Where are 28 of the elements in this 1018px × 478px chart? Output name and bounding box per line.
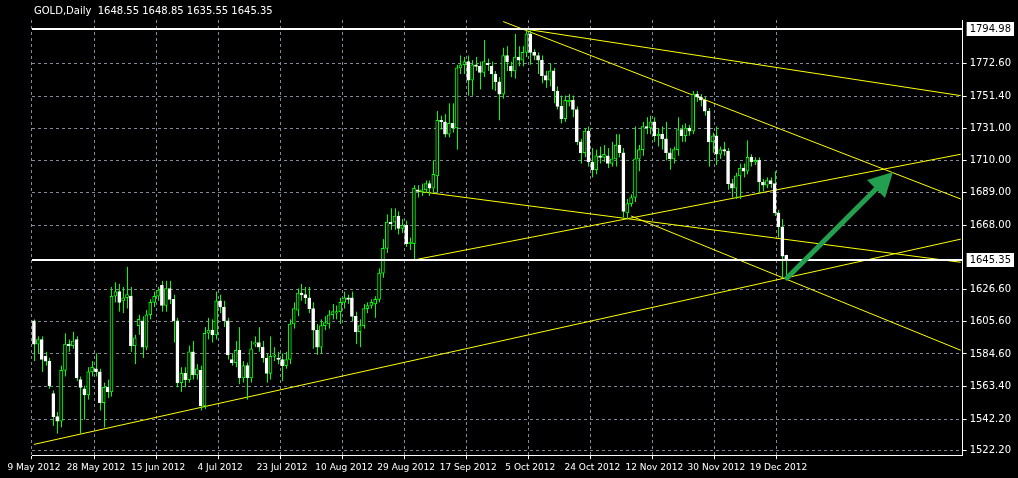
x-tick-label: 17 Sep 2012	[439, 461, 497, 472]
y-tick-label: 1542.20	[969, 412, 1012, 424]
y-tick-label: 1751.40	[969, 90, 1012, 102]
x-tick-label: 10 Aug 2012	[315, 461, 373, 472]
y-tick-label: 1689.00	[969, 186, 1012, 198]
x-tick-label: 24 Oct 2012	[564, 461, 621, 472]
y-tick-label: 1772.60	[969, 57, 1012, 69]
x-tick-label: 9 May 2012	[7, 461, 61, 472]
x-tick-label: 30 Nov 2012	[687, 461, 746, 472]
x-tick-label: 5 Oct 2012	[505, 461, 556, 472]
x-tick-label: 15 Jun 2012	[130, 461, 186, 472]
y-tick-label: 1584.60	[969, 347, 1012, 359]
x-tick-label: 29 Aug 2012	[377, 461, 436, 472]
y-tick-label: 1731.00	[969, 121, 1012, 133]
y-tick-label: 1605.60	[969, 315, 1012, 327]
y-tick-label: 1563.40	[969, 380, 1012, 392]
chart-title: GOLD,Daily 1648.55 1648.85 1635.55 1645.35	[34, 4, 273, 16]
ref-line-label: 1645.35	[969, 253, 1012, 265]
x-tick-label: 4 Jul 2012	[197, 461, 243, 472]
y-tick-label: 1710.00	[969, 154, 1012, 166]
ref-line-label: 1794.98	[969, 22, 1012, 34]
y-tick-label: 1626.60	[969, 282, 1012, 294]
y-tick-label: 1522.20	[969, 443, 1012, 455]
x-tick-label: 28 May 2012	[66, 461, 126, 472]
x-tick-label: 19 Dec 2012	[749, 461, 808, 472]
x-tick-label: 12 Nov 2012	[625, 461, 684, 472]
x-tick-label: 23 Jul 2012	[256, 461, 308, 472]
y-tick-label: 1668.00	[969, 218, 1012, 230]
